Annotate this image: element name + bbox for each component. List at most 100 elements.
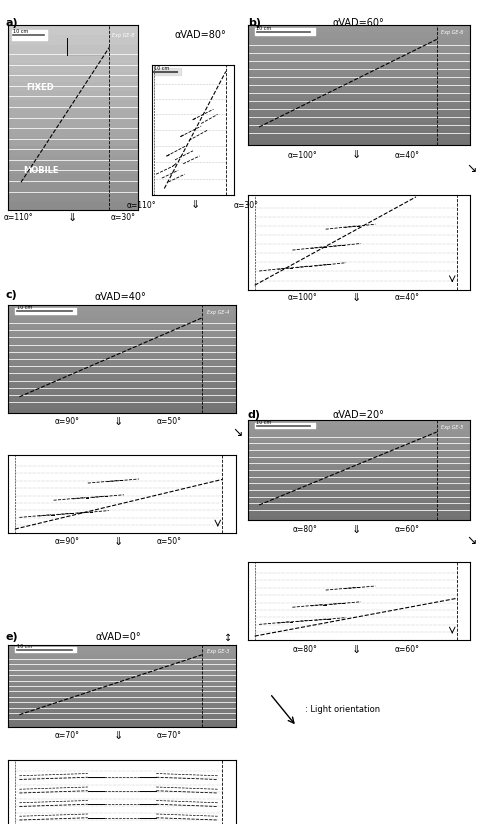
Bar — [8, 678, 236, 682]
Bar — [248, 37, 470, 43]
Bar — [8, 127, 138, 136]
Text: α=40°: α=40° — [394, 293, 419, 302]
Bar — [8, 723, 236, 727]
Text: ⇓: ⇓ — [114, 731, 123, 741]
Bar — [8, 321, 236, 326]
Bar — [248, 455, 470, 460]
Bar — [248, 31, 470, 37]
Text: αVAD=60°: αVAD=60° — [332, 18, 384, 28]
Bar — [8, 316, 236, 321]
Bar — [8, 326, 236, 332]
Bar — [248, 109, 470, 115]
Text: ⇓: ⇓ — [351, 150, 361, 160]
Bar — [8, 118, 138, 127]
Bar — [248, 420, 470, 425]
Text: 10 cm: 10 cm — [256, 26, 272, 31]
Bar — [8, 706, 236, 710]
Text: 10 cm: 10 cm — [256, 420, 272, 425]
Text: αVAD=80°: αVAD=80° — [174, 30, 226, 40]
Text: α=70°: α=70° — [55, 732, 80, 741]
Bar — [248, 55, 470, 61]
Bar — [8, 670, 236, 674]
Bar — [248, 475, 470, 480]
Text: 10 cm: 10 cm — [13, 29, 28, 35]
Text: α=50°: α=50° — [156, 537, 182, 546]
Bar — [248, 121, 470, 127]
Text: αVAD=20°: αVAD=20° — [332, 410, 384, 420]
Text: α=80°: α=80° — [293, 526, 318, 535]
Text: α=30°: α=30° — [233, 200, 258, 209]
Bar — [248, 67, 470, 73]
Bar — [248, 445, 470, 450]
Bar — [8, 99, 138, 108]
Bar — [8, 682, 236, 686]
Bar — [248, 127, 470, 133]
Bar — [8, 173, 138, 182]
Text: ⇓: ⇓ — [114, 417, 123, 427]
Text: ↘: ↘ — [467, 533, 477, 546]
Text: α=110°: α=110° — [4, 213, 34, 222]
Bar — [248, 85, 470, 91]
Text: α=90°: α=90° — [55, 537, 80, 546]
Bar — [8, 136, 138, 145]
Bar — [248, 425, 470, 430]
Text: α=110°: α=110° — [127, 200, 157, 209]
Bar — [8, 191, 138, 201]
Bar — [8, 90, 138, 99]
Bar — [8, 674, 236, 678]
Bar — [8, 81, 138, 90]
Text: α=100°: α=100° — [288, 151, 318, 160]
Text: FIXED: FIXED — [27, 82, 55, 91]
Bar — [248, 97, 470, 103]
Text: α=90°: α=90° — [55, 418, 80, 427]
Text: α=80°: α=80° — [293, 645, 318, 654]
Bar — [8, 35, 138, 44]
Text: ⇓: ⇓ — [114, 537, 123, 547]
Bar — [8, 108, 138, 118]
Text: α=50°: α=50° — [156, 418, 182, 427]
Text: MOBILE: MOBILE — [23, 166, 58, 175]
Bar — [248, 115, 470, 121]
Bar — [248, 103, 470, 109]
Bar — [248, 460, 470, 465]
Bar — [248, 91, 470, 97]
Text: e): e) — [6, 632, 19, 642]
Bar — [248, 470, 470, 475]
Text: c): c) — [6, 290, 18, 300]
Bar — [248, 43, 470, 49]
Bar — [248, 25, 470, 31]
Bar — [8, 71, 138, 81]
Bar — [8, 402, 236, 408]
Bar — [248, 510, 470, 515]
Text: ⇓: ⇓ — [351, 645, 361, 655]
Bar — [248, 450, 470, 455]
Text: αVAD=0°: αVAD=0° — [95, 632, 141, 642]
Bar — [8, 691, 236, 694]
Bar — [248, 485, 470, 490]
Text: α=60°: α=60° — [394, 526, 419, 535]
Bar — [8, 311, 236, 316]
Bar — [8, 343, 236, 349]
Bar — [8, 25, 138, 35]
Bar — [8, 653, 236, 658]
Text: 10 cm: 10 cm — [154, 67, 170, 72]
Bar — [8, 44, 138, 53]
Bar — [8, 719, 236, 723]
Bar — [8, 359, 236, 364]
Text: b): b) — [248, 18, 261, 28]
Bar — [8, 381, 236, 386]
Text: ↕: ↕ — [224, 633, 232, 643]
Bar — [8, 375, 236, 381]
Bar — [8, 53, 138, 62]
Bar — [8, 391, 236, 397]
Bar — [8, 666, 236, 670]
Bar — [248, 430, 470, 435]
Text: Exp GE-5: Exp GE-5 — [441, 424, 463, 429]
Bar — [8, 658, 236, 662]
Bar — [8, 649, 236, 653]
Bar — [8, 702, 236, 706]
Bar — [8, 694, 236, 698]
Bar — [248, 490, 470, 495]
Text: ⇓: ⇓ — [351, 293, 361, 303]
Bar — [8, 714, 236, 719]
